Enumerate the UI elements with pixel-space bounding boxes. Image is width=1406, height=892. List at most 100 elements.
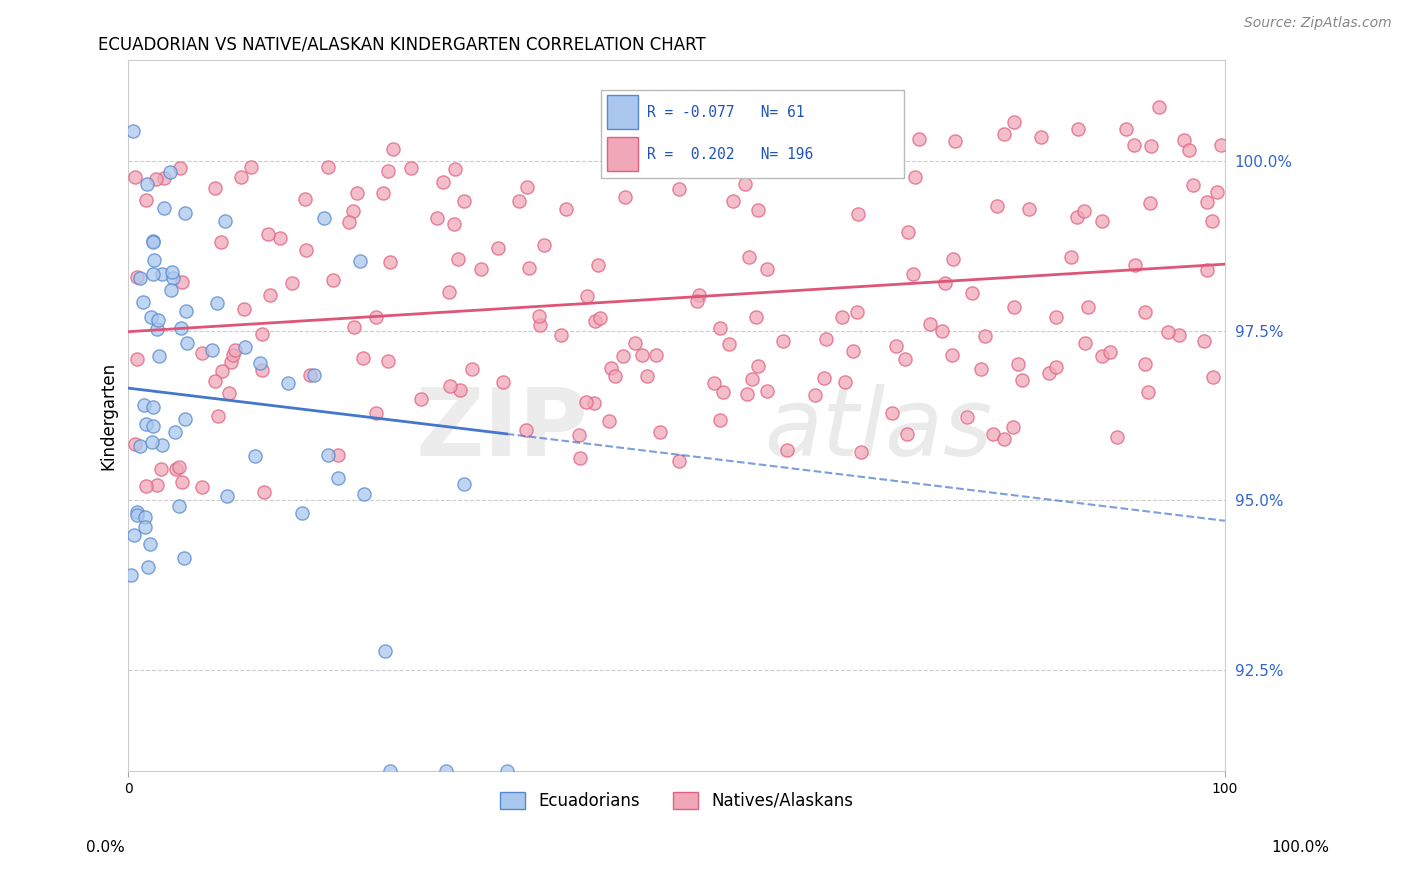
Point — [575, 394, 598, 409]
Point — [470, 261, 492, 276]
Point — [969, 362, 991, 376]
Point — [624, 335, 647, 350]
Point — [896, 427, 918, 442]
Point — [453, 477, 475, 491]
Point — [723, 194, 745, 208]
Point — [337, 215, 360, 229]
Point — [894, 351, 917, 366]
Point — [316, 448, 339, 462]
Text: Source: ZipAtlas.com: Source: ZipAtlas.com — [1244, 16, 1392, 29]
Point — [142, 252, 165, 267]
Point — [150, 438, 173, 452]
Point — [302, 368, 325, 382]
Point — [142, 419, 165, 434]
Point — [142, 400, 165, 414]
Point — [377, 163, 399, 178]
Point — [993, 128, 1015, 142]
Point — [173, 206, 195, 220]
Point — [299, 368, 322, 382]
Point — [200, 343, 222, 358]
Text: ZIP: ZIP — [416, 384, 589, 475]
Point — [981, 427, 1004, 442]
Point — [495, 764, 517, 779]
Point — [233, 340, 256, 354]
Point — [897, 225, 920, 239]
Point — [377, 354, 399, 368]
Point — [135, 479, 157, 493]
Point — [125, 351, 148, 366]
Text: atlas: atlas — [765, 384, 993, 475]
Point — [842, 344, 865, 359]
Point — [346, 186, 368, 200]
Point — [603, 369, 626, 384]
Point — [120, 568, 142, 582]
Point — [713, 384, 735, 399]
Point — [167, 499, 190, 513]
Point — [516, 179, 538, 194]
Point — [1073, 203, 1095, 218]
Point — [1201, 213, 1223, 227]
Point — [432, 175, 454, 189]
Point — [1139, 138, 1161, 153]
Point — [1115, 121, 1137, 136]
Point — [598, 414, 620, 428]
Point — [434, 764, 457, 779]
Point — [1002, 301, 1025, 315]
Point — [813, 371, 835, 385]
Point — [1135, 357, 1157, 371]
Point — [233, 301, 256, 316]
Point — [219, 354, 242, 368]
Point — [132, 294, 155, 309]
Point — [141, 434, 163, 449]
Point — [747, 359, 769, 373]
Point — [378, 254, 401, 268]
Point — [176, 336, 198, 351]
Point — [134, 519, 156, 533]
Point — [135, 178, 157, 192]
Point — [1007, 357, 1029, 371]
Point — [644, 347, 666, 361]
Point — [162, 271, 184, 285]
Point — [1157, 326, 1180, 340]
Text: R =  0.202   N= 196: R = 0.202 N= 196 — [647, 147, 813, 161]
Point — [122, 528, 145, 542]
Point — [160, 265, 183, 279]
Point — [668, 454, 690, 468]
Point — [492, 375, 515, 389]
Point — [205, 295, 228, 310]
Point — [745, 310, 768, 324]
Point — [734, 177, 756, 191]
Point — [326, 449, 349, 463]
Point — [1002, 420, 1025, 434]
Point — [277, 376, 299, 391]
Point — [636, 369, 658, 384]
Point — [776, 443, 799, 458]
Point — [224, 343, 246, 357]
Point — [146, 477, 169, 491]
Bar — [607, 95, 638, 129]
Point — [146, 322, 169, 336]
Point — [136, 560, 159, 574]
Point — [121, 124, 143, 138]
Point — [269, 230, 291, 244]
Point — [250, 363, 273, 377]
Point — [846, 304, 869, 318]
Point — [218, 386, 240, 401]
Point — [135, 417, 157, 431]
Point — [943, 134, 966, 148]
Point — [169, 161, 191, 175]
Point — [600, 361, 623, 376]
Point — [686, 293, 709, 308]
Point — [443, 217, 465, 231]
Point — [956, 409, 979, 424]
Point — [772, 334, 794, 348]
Point — [515, 423, 537, 437]
Point — [378, 764, 401, 779]
Point — [139, 537, 162, 551]
Point — [1066, 210, 1088, 224]
Point — [314, 211, 336, 225]
Point — [291, 506, 314, 520]
Point — [761, 140, 783, 154]
Point — [1018, 202, 1040, 216]
Point — [941, 252, 963, 266]
